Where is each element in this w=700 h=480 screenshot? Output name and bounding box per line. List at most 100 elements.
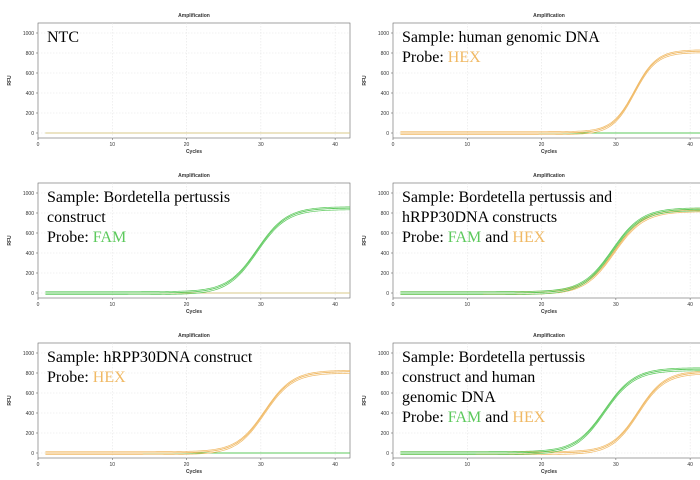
annotation-line-2: Probe: HEX bbox=[47, 369, 126, 386]
plot-area bbox=[37, 182, 351, 299]
x-axis-label: Cycles bbox=[186, 309, 202, 315]
annotation-line-3: genomic DNA bbox=[402, 389, 496, 406]
annotation-text-4: FAM bbox=[93, 229, 127, 246]
x-tick-label-3: 30 bbox=[258, 462, 264, 468]
x-tick-label-4: 40 bbox=[687, 142, 693, 148]
annotation-text-3: Probe: bbox=[402, 229, 448, 246]
annotation-text-1: Sample: Bordetella pertussis bbox=[47, 189, 230, 206]
x-tick-label-1: 10 bbox=[465, 142, 471, 148]
annotation-line-3: Probe: FAM and HEX bbox=[402, 229, 546, 246]
chart-title: Amplification bbox=[533, 173, 565, 179]
annotation-line-2: construct and human bbox=[402, 369, 535, 386]
y-tick-label-1: 200 bbox=[26, 431, 35, 437]
y-tick-label-4: 800 bbox=[26, 371, 35, 377]
y-tick-label-4: 800 bbox=[26, 51, 35, 57]
y-tick-label-3: 600 bbox=[381, 71, 390, 77]
x-tick-label-3: 30 bbox=[258, 142, 264, 148]
x-tick-label-4: 40 bbox=[332, 462, 338, 468]
y-tick-label-2: 400 bbox=[26, 411, 35, 417]
annotation-text-1: NTC bbox=[47, 29, 79, 46]
y-tick-label-1: 200 bbox=[26, 111, 35, 117]
y-tick-label-5: 1000 bbox=[378, 351, 389, 357]
x-tick-label-1: 10 bbox=[110, 142, 116, 148]
hex-amplification-curve bbox=[400, 50, 700, 134]
annotation-text-6: and bbox=[481, 409, 512, 426]
plot-area bbox=[392, 342, 700, 459]
x-tick-label-1: 10 bbox=[465, 462, 471, 468]
x-axis-label: Cycles bbox=[186, 149, 202, 155]
y-tick-label-0: 0 bbox=[386, 131, 389, 137]
annotation-line-2: construct bbox=[47, 209, 106, 226]
x-tick-label-2: 20 bbox=[184, 142, 190, 148]
annotation-text-3: HEX bbox=[93, 369, 126, 386]
x-tick-label-2: 20 bbox=[184, 302, 190, 308]
annotation-text-6: HEX bbox=[512, 229, 545, 246]
annotation-text-3: genomic DNA bbox=[402, 389, 496, 406]
y-tick-label-2: 400 bbox=[381, 251, 390, 257]
y-tick-label-2: 400 bbox=[381, 91, 390, 97]
chart-title: Amplification bbox=[178, 333, 210, 339]
y-axis-label: RFU bbox=[7, 235, 13, 246]
x-tick-label-4: 40 bbox=[332, 142, 338, 148]
annotation-line-1: Sample: Bordetella pertussis bbox=[402, 349, 585, 366]
hex-amplification-curve-b bbox=[45, 370, 350, 453]
x-tick-label-0: 0 bbox=[37, 302, 40, 308]
y-tick-label-5: 1000 bbox=[23, 191, 34, 197]
fam-amplification-curve-a bbox=[400, 370, 700, 455]
chart-title: Amplification bbox=[178, 13, 210, 19]
y-tick-label-1: 200 bbox=[26, 271, 35, 277]
annotation-text-1: Sample: Bordetella pertussis bbox=[402, 349, 585, 366]
x-tick-label-3: 30 bbox=[613, 462, 619, 468]
annotation-text-2: construct bbox=[47, 209, 106, 226]
x-tick-label-2: 20 bbox=[539, 462, 545, 468]
x-axis-label: Cycles bbox=[541, 469, 557, 475]
panel-1: Amplification 0 200 400 600 800 1000 0 10 20 30 40 C… bbox=[7, 13, 351, 155]
annotation-text-2: hRPP30DNA constructs bbox=[402, 209, 557, 226]
fam-amplification-curve bbox=[45, 207, 350, 294]
y-tick-label-4: 800 bbox=[26, 211, 35, 217]
chart-title: Amplification bbox=[178, 173, 210, 179]
panel-5: Amplification 0 200 400 600 800 1000 0 10 20 30 40 C… bbox=[7, 333, 351, 475]
x-tick-label-0: 0 bbox=[392, 462, 395, 468]
y-axis-label: RFU bbox=[362, 235, 368, 246]
x-tick-label-0: 0 bbox=[37, 462, 40, 468]
x-tick-label-0: 0 bbox=[392, 142, 395, 148]
plot-area bbox=[37, 22, 351, 139]
hex-amplification-curve-b bbox=[400, 49, 700, 133]
annotation-line-2: Probe: HEX bbox=[402, 49, 481, 66]
panel-6: Amplification 0 200 400 600 800 1000 0 10 20 30 40 C… bbox=[362, 333, 700, 475]
x-tick-label-0: 0 bbox=[37, 142, 40, 148]
annotation-text-1: Sample: hRPP30DNA construct bbox=[47, 349, 253, 366]
y-tick-label-1: 200 bbox=[381, 271, 390, 277]
y-tick-label-4: 800 bbox=[381, 371, 390, 377]
annotation-text-1: Sample: human genomic DNA bbox=[402, 29, 600, 46]
annotation-text-5: and bbox=[481, 229, 512, 246]
fam-amplification-curve-b bbox=[45, 206, 350, 293]
x-tick-label-4: 40 bbox=[332, 302, 338, 308]
y-tick-label-0: 0 bbox=[386, 451, 389, 457]
y-axis-label: RFU bbox=[362, 395, 368, 406]
y-tick-label-3: 600 bbox=[26, 391, 35, 397]
annotation-line-1: NTC bbox=[47, 29, 79, 46]
x-tick-label-1: 10 bbox=[465, 302, 471, 308]
fam-amplification-curve-a bbox=[400, 210, 700, 295]
y-axis-label: RFU bbox=[7, 75, 13, 86]
y-tick-label-3: 600 bbox=[26, 71, 35, 77]
y-tick-label-1: 200 bbox=[381, 431, 390, 437]
x-axis-label: Cycles bbox=[541, 309, 557, 315]
y-tick-label-2: 400 bbox=[26, 91, 35, 97]
y-tick-label-3: 600 bbox=[381, 231, 390, 237]
hex-amplification-curve-a bbox=[400, 52, 700, 135]
fam-amplification-curve-b bbox=[400, 207, 700, 293]
x-tick-label-1: 10 bbox=[110, 462, 116, 468]
y-axis-label: RFU bbox=[7, 395, 13, 406]
y-tick-label-5: 1000 bbox=[23, 31, 34, 37]
x-tick-label-4: 40 bbox=[687, 462, 693, 468]
y-tick-label-0: 0 bbox=[31, 451, 34, 457]
y-tick-label-4: 800 bbox=[381, 211, 390, 217]
x-tick-label-2: 20 bbox=[539, 142, 545, 148]
annotation-text-2: construct and human bbox=[402, 369, 535, 386]
y-tick-label-4: 800 bbox=[381, 51, 390, 57]
x-tick-label-1: 10 bbox=[110, 302, 116, 308]
